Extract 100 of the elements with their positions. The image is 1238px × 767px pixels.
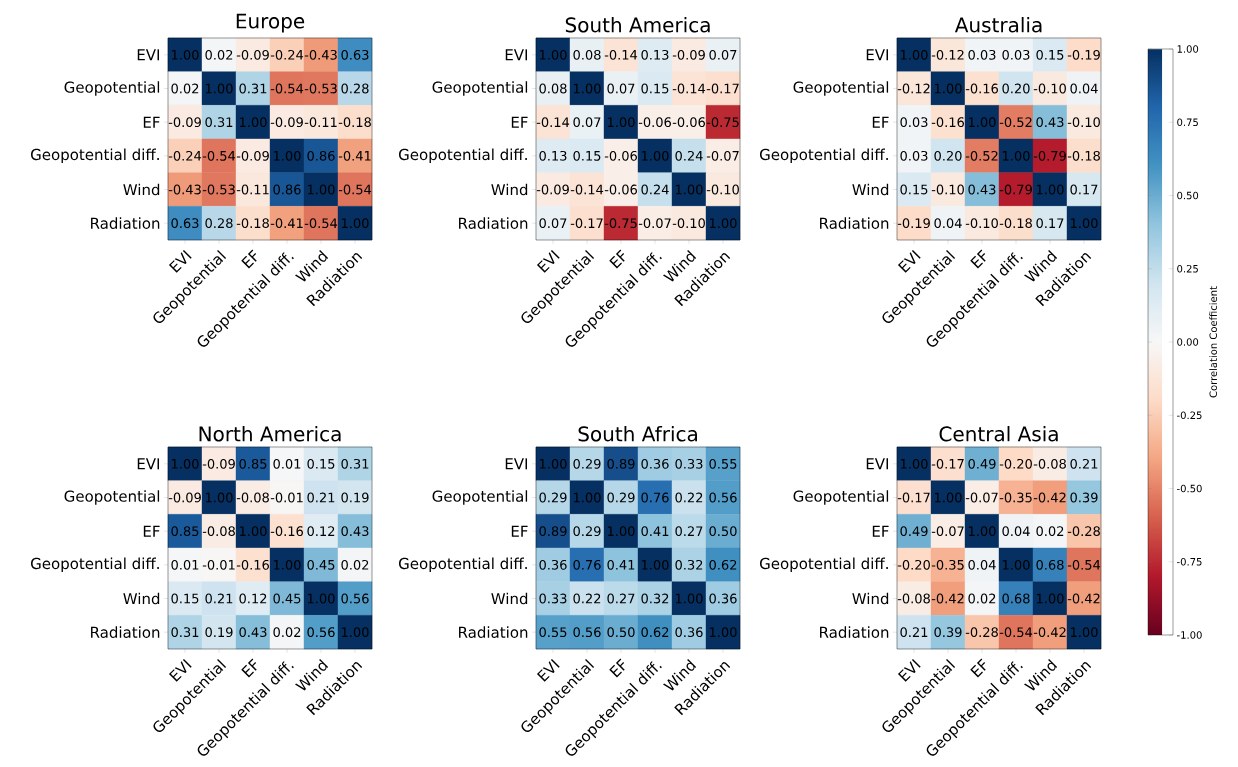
data-label: -0.07	[965, 492, 998, 503]
data-label: 1.00	[539, 49, 567, 60]
data-label: 0.21	[900, 627, 928, 638]
data-label: -0.08	[236, 492, 269, 503]
y-tick-label: Geopotential diff.	[760, 557, 888, 573]
data-label: 1.00	[675, 184, 703, 195]
data-label: 0.12	[239, 593, 267, 604]
data-label: 0.41	[607, 559, 635, 570]
data-label: 1.00	[307, 593, 335, 604]
y-tick-label: EF	[511, 525, 528, 537]
data-label: -0.11	[304, 117, 337, 128]
y-tick-label: Geopotential	[64, 81, 160, 96]
y-tick-label: Radiation	[820, 217, 889, 229]
data-label: -0.09	[202, 458, 235, 469]
data-label: 0.62	[641, 627, 669, 638]
data-label: 0.29	[573, 526, 601, 537]
data-label: -0.09	[236, 49, 269, 60]
data-label: -0.09	[168, 492, 201, 503]
data-label: 0.17	[1036, 218, 1064, 229]
y-tick-label: Radiation	[459, 626, 528, 638]
data-label: 0.22	[675, 492, 703, 503]
data-label: 0.20	[1002, 83, 1030, 94]
data-label: -0.01	[270, 492, 303, 503]
data-label: -0.75	[706, 117, 739, 128]
chart-title: South Africa	[578, 425, 697, 442]
data-label: 0.33	[675, 458, 703, 469]
data-label: 0.15	[171, 593, 199, 604]
data-label: 0.17	[1070, 184, 1098, 195]
data-label: -0.17	[706, 83, 739, 94]
y-tick-label: Geopotential diff.	[399, 148, 527, 164]
y-tick-label: Radiation	[91, 217, 160, 229]
data-label: 0.07	[573, 117, 601, 128]
y-tick-label: Geopotential	[64, 490, 160, 505]
data-label: 0.39	[1070, 492, 1098, 503]
data-label: -0.53	[304, 83, 337, 94]
data-label: 0.56	[307, 627, 335, 638]
y-tick-label: Geopotential diff.	[31, 148, 159, 164]
data-label: 1.00	[607, 526, 635, 537]
data-label: -0.18	[338, 117, 371, 128]
data-label: -0.54	[999, 627, 1033, 638]
data-label: 0.36	[641, 458, 669, 469]
data-label: -0.54	[1067, 559, 1101, 570]
data-label: 0.43	[1036, 117, 1064, 128]
data-label: 0.36	[709, 593, 737, 604]
data-label: -0.19	[897, 218, 930, 229]
y-tick-label: EF	[143, 116, 160, 128]
data-label: 0.56	[573, 627, 601, 638]
data-label: -0.16	[965, 83, 998, 94]
chart-title: Europe	[236, 13, 305, 33]
data-label: 0.68	[1002, 593, 1030, 604]
data-label: 1.00	[171, 49, 199, 60]
data-label: -0.54	[202, 150, 236, 161]
data-label: -0.09	[236, 150, 269, 161]
data-label: 0.43	[968, 184, 996, 195]
data-label: 1.00	[968, 526, 996, 537]
data-label: -0.08	[202, 526, 235, 537]
data-label: 0.07	[539, 218, 567, 229]
data-label: 0.24	[675, 150, 703, 161]
data-label: 0.29	[539, 492, 567, 503]
data-label: 0.29	[573, 458, 601, 469]
data-label: 0.02	[341, 559, 369, 570]
data-label: -0.08	[897, 593, 930, 604]
data-label: 0.19	[341, 492, 369, 503]
color-bar-label: -1.00	[1177, 631, 1202, 639]
data-label: 1.00	[1002, 150, 1030, 161]
data-label: 0.13	[641, 49, 669, 60]
data-label: -0.11	[236, 184, 269, 195]
y-tick-label: Geopotential diff.	[399, 557, 527, 573]
data-label: 0.39	[934, 627, 962, 638]
x-tick-label: EF	[609, 249, 625, 269]
data-label: 1.00	[205, 492, 233, 503]
data-label: 0.41	[641, 526, 669, 537]
data-label: -0.54	[304, 218, 338, 229]
data-label: 1.00	[1002, 559, 1030, 570]
data-label: 0.49	[900, 526, 928, 537]
data-label: 0.15	[641, 83, 669, 94]
data-label: 1.00	[171, 458, 199, 469]
data-label: 0.20	[934, 150, 962, 161]
data-label: -0.08	[1033, 458, 1066, 469]
color-bar-label: -0.75	[1177, 557, 1202, 566]
data-label: 0.85	[171, 526, 199, 537]
data-label: -0.12	[897, 83, 930, 94]
data-label: -0.17	[931, 458, 964, 469]
data-label: -0.09	[270, 117, 303, 128]
data-label: 0.03	[1002, 49, 1030, 60]
data-label: -0.09	[168, 117, 201, 128]
data-label: -0.18	[999, 218, 1032, 229]
data-label: 1.00	[341, 627, 369, 638]
data-label: -0.10	[965, 218, 998, 229]
data-label: -0.41	[270, 218, 303, 229]
data-label: 1.00	[934, 492, 962, 503]
data-label: -0.41	[338, 150, 371, 161]
color-bar-label: 0.00	[1177, 338, 1199, 346]
data-label: -0.17	[570, 218, 603, 229]
data-label: 1.00	[1070, 627, 1098, 638]
data-label: 0.32	[641, 593, 669, 604]
data-label: 0.07	[607, 83, 635, 94]
data-label: -0.16	[236, 559, 269, 570]
data-label: -0.09	[672, 49, 705, 60]
data-label: -0.42	[931, 593, 964, 604]
